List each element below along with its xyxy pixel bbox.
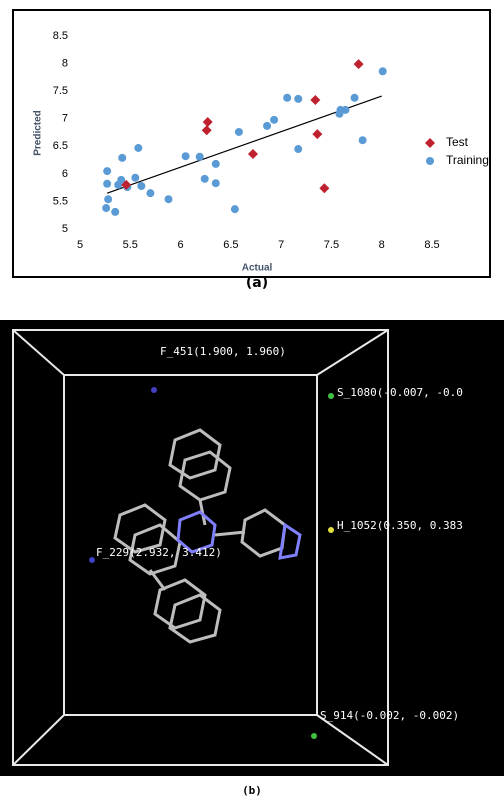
point — [212, 179, 220, 187]
point — [165, 195, 173, 203]
point — [182, 152, 190, 160]
y-tick-label: 8.5 — [53, 30, 68, 42]
x-tick-label: 8 — [379, 239, 385, 251]
point — [235, 128, 243, 136]
point — [134, 144, 142, 152]
site-label: S_1080(-0.007, -0.0 — [337, 386, 463, 399]
site-marker — [328, 393, 334, 399]
y-tick-label: 6.5 — [53, 140, 68, 152]
y-tick-label: 7.5 — [53, 85, 68, 97]
site-marker — [311, 733, 317, 739]
point — [270, 116, 278, 124]
x-tick-label: 5.5 — [123, 239, 138, 251]
legend-marker — [426, 157, 434, 165]
point — [103, 180, 111, 188]
x-tick-label: 7 — [278, 239, 284, 251]
point — [283, 94, 291, 102]
x-tick-label: 6 — [178, 239, 184, 251]
molecule-view: F_451(1.900, 1.960) S_1080(-0.007, -0.0 … — [0, 320, 504, 803]
caption: (a) — [246, 275, 268, 290]
y-tick-label: 6 — [62, 168, 68, 180]
x-tick-label: 8.5 — [424, 239, 439, 251]
site-label: F_451(1.900, 1.960) — [160, 345, 286, 358]
x-tick-label: 5 — [77, 239, 83, 251]
point — [231, 205, 239, 213]
chart-frame — [13, 10, 490, 277]
site-marker — [151, 387, 157, 393]
point — [294, 95, 302, 103]
page: {"chart_data": {"type": "scatter", "xlab… — [0, 0, 504, 803]
site-label: H_1052(0.350, 0.383 — [337, 519, 463, 532]
site-label: F_229(2.932, 3.412) — [96, 546, 222, 559]
legend-label: Test — [446, 135, 469, 149]
point — [263, 122, 271, 130]
point — [335, 110, 343, 118]
point — [146, 189, 154, 197]
site-marker — [328, 527, 334, 533]
point — [131, 174, 139, 182]
x-tick-label: 7.5 — [324, 239, 339, 251]
x-tick-label: 6.5 — [223, 239, 238, 251]
point — [201, 175, 209, 183]
chart: Actual Predicted (a) 5 5.5 6 6.5 7 7.5 8 8.5 5 5.… — [0, 0, 504, 290]
point — [359, 136, 367, 144]
site-marker — [89, 557, 95, 563]
x-axis-label: Actual — [242, 263, 273, 274]
point — [118, 154, 126, 162]
y-tick-label: 5 — [62, 223, 68, 235]
point — [212, 160, 220, 168]
site-label: S_914(-0.002, -0.002) — [320, 709, 459, 722]
point — [196, 153, 204, 161]
point — [137, 182, 145, 190]
point — [294, 145, 302, 153]
point — [103, 167, 111, 175]
point — [104, 195, 112, 203]
y-axis-label: Predicted — [33, 110, 44, 156]
y-tick-label: 5.5 — [53, 195, 68, 207]
point — [102, 204, 110, 212]
point — [351, 94, 359, 102]
point — [111, 208, 119, 216]
legend-label: Training — [446, 153, 489, 167]
y-tick-label: 8 — [62, 57, 68, 69]
caption: (b) — [242, 784, 262, 797]
point — [379, 67, 387, 75]
y-tick-label: 7 — [62, 113, 68, 125]
